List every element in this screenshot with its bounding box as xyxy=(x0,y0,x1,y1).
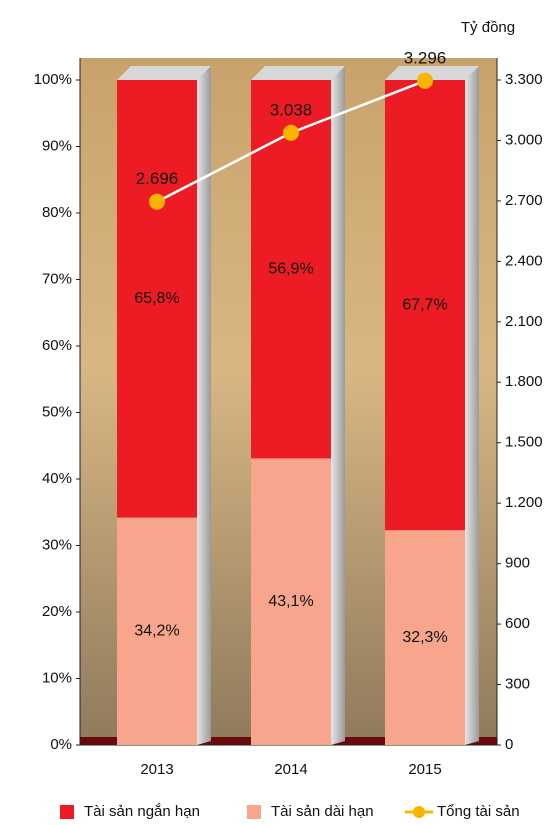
total-point xyxy=(149,193,165,210)
legend-marker xyxy=(413,806,425,818)
y2-tick-label: 1.500 xyxy=(505,434,543,451)
y-tick-label: 80% xyxy=(42,204,72,221)
bar-value-label: 34,2% xyxy=(134,623,179,640)
y-tick-label: 50% xyxy=(42,403,72,420)
y-tick-label: 100% xyxy=(34,71,72,88)
total-value-label: 3.038 xyxy=(270,100,313,119)
y2-axis-label: Tỷ đồng xyxy=(461,19,515,36)
legend-label: Tài sản ngắn hạn xyxy=(84,803,200,820)
x-tick-label: 2013 xyxy=(140,761,173,778)
bar-side xyxy=(197,66,211,745)
total-value-label: 3.296 xyxy=(404,48,447,67)
bar-top xyxy=(117,66,211,80)
bar-value-label: 32,3% xyxy=(402,629,447,646)
bar-segment xyxy=(385,530,465,745)
y-tick-label: 90% xyxy=(42,137,72,154)
y2-tick-label: 3.000 xyxy=(505,131,543,148)
legend-swatch xyxy=(247,805,261,819)
y2-tick-label: 1.200 xyxy=(505,494,543,511)
y2-tick-label: 300 xyxy=(505,676,530,693)
y-tick-label: 10% xyxy=(42,669,72,686)
bar-value-label: 65,8% xyxy=(134,290,179,307)
legend-label: Tài sản dài hạn xyxy=(271,803,374,820)
bar-segment xyxy=(251,80,331,459)
legend-swatch xyxy=(60,805,74,819)
bar-segment xyxy=(251,458,331,745)
y2-tick-label: 1.800 xyxy=(505,373,543,390)
y-tick-label: 0% xyxy=(50,736,72,753)
bar-top xyxy=(251,66,345,80)
y2-tick-label: 2.400 xyxy=(505,252,543,269)
bar-segment xyxy=(117,80,197,518)
y-tick-label: 40% xyxy=(42,470,72,487)
bar-side xyxy=(331,66,345,745)
y-tick-label: 70% xyxy=(42,270,72,287)
bar-side xyxy=(465,66,479,745)
y2-tick-label: 2.700 xyxy=(505,192,543,209)
y2-tick-label: 3.300 xyxy=(505,71,543,88)
bar-value-label: 43,1% xyxy=(268,593,313,610)
y-tick-label: 20% xyxy=(42,603,72,620)
y2-tick-label: 2.100 xyxy=(505,313,543,330)
bar-value-label: 67,7% xyxy=(402,296,447,313)
bar-segment xyxy=(117,517,197,745)
x-tick-label: 2015 xyxy=(408,761,441,778)
total-point xyxy=(283,124,299,141)
y-tick-label: 60% xyxy=(42,337,72,354)
total-point xyxy=(417,72,433,89)
y2-tick-label: 600 xyxy=(505,615,530,632)
y-tick-label: 30% xyxy=(42,536,72,553)
total-value-label: 2.696 xyxy=(136,169,179,188)
bar-segment xyxy=(385,80,465,531)
y2-tick-label: 0 xyxy=(505,736,513,753)
y2-tick-label: 900 xyxy=(505,555,530,572)
legend-label: Tổng tài sản xyxy=(437,803,520,820)
x-tick-label: 2014 xyxy=(274,761,307,778)
bar-value-label: 56,9% xyxy=(268,260,313,277)
bar-top xyxy=(385,66,479,80)
